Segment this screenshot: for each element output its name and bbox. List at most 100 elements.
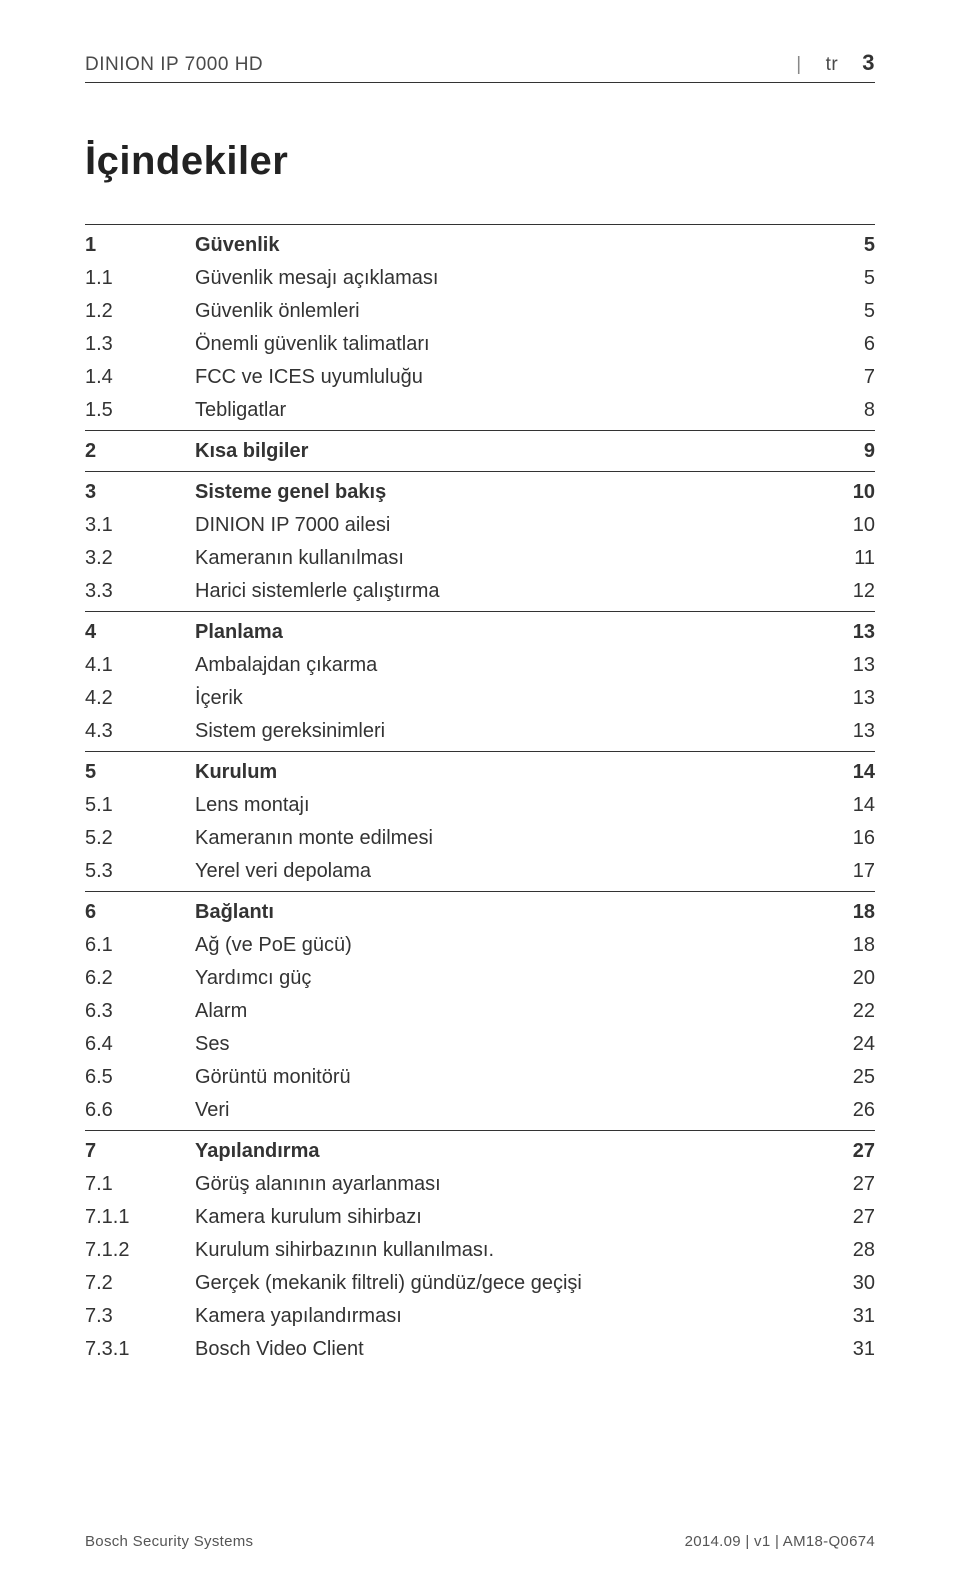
- toc-entry-page: 13: [835, 621, 875, 644]
- toc-entry-label: Kameranın kullanılması: [195, 547, 835, 570]
- toc-entry-label: Lens montajı: [195, 794, 835, 817]
- toc-entry-label: Harici sistemlerle çalıştırma: [195, 580, 835, 603]
- toc-entry-row[interactable]: 7.1.2Kurulum sihirbazının kullanılması.2…: [85, 1234, 875, 1267]
- toc-entry-number: 3: [85, 481, 195, 504]
- toc-entry-row[interactable]: 7.2Gerçek (mekanik filtreli) gündüz/gece…: [85, 1267, 875, 1300]
- toc-entry-label: Kurulum: [195, 761, 835, 784]
- toc-entry-page: 17: [835, 860, 875, 883]
- toc-entry-label: Kurulum sihirbazının kullanılması.: [195, 1239, 835, 1262]
- toc-entry-row[interactable]: 7.3Kamera yapılandırması31: [85, 1300, 875, 1333]
- toc-entry-page: 5: [835, 267, 875, 290]
- toc-entry-row[interactable]: 5.1Lens montajı14: [85, 789, 875, 822]
- toc-entry-label: Veri: [195, 1099, 835, 1122]
- toc-entry-number: 6.2: [85, 967, 195, 990]
- toc-entry-row[interactable]: 6.3Alarm22: [85, 995, 875, 1028]
- toc-entry-row[interactable]: 1.1Güvenlik mesajı açıklaması5: [85, 262, 875, 295]
- toc-entry-row[interactable]: 7.1.1Kamera kurulum sihirbazı27: [85, 1201, 875, 1234]
- toc-entry-row[interactable]: 1.5Tebligatlar8: [85, 394, 875, 427]
- toc-entry-row[interactable]: 3.3Harici sistemlerle çalıştırma12: [85, 575, 875, 608]
- toc-entry-number: 7.3.1: [85, 1338, 195, 1361]
- toc-entry-number: 7.1.2: [85, 1239, 195, 1262]
- toc-entry-page: 6: [835, 333, 875, 356]
- toc-entry-label: Yapılandırma: [195, 1140, 835, 1163]
- toc-entry-number: 6: [85, 901, 195, 924]
- toc-entry-page: 27: [835, 1206, 875, 1229]
- toc-entry-label: Ses: [195, 1033, 835, 1056]
- toc-entry-number: 6.3: [85, 1000, 195, 1023]
- toc-entry-row[interactable]: 3.2Kameranın kullanılması11: [85, 542, 875, 575]
- header-page-number: 3: [862, 50, 875, 76]
- toc-entry-number: 7.3: [85, 1305, 195, 1328]
- toc-entry-row[interactable]: 6.2Yardımcı güç20: [85, 962, 875, 995]
- toc-entry-label: Yerel veri depolama: [195, 860, 835, 883]
- toc-chapter-row[interactable]: 4Planlama13: [85, 611, 875, 649]
- toc-entry-label: Güvenlik mesajı açıklaması: [195, 267, 835, 290]
- toc-entry-label: Güvenlik: [195, 234, 835, 257]
- toc-entry-label: DINION IP 7000 ailesi: [195, 514, 835, 537]
- toc-entry-number: 2: [85, 440, 195, 463]
- toc-entry-label: Önemli güvenlik talimatları: [195, 333, 835, 356]
- toc-entry-number: 4.2: [85, 687, 195, 710]
- toc-chapter-row[interactable]: 1Güvenlik5: [85, 224, 875, 262]
- toc-entry-label: Yardımcı güç: [195, 967, 835, 990]
- toc-entry-page: 5: [835, 300, 875, 323]
- toc-entry-row[interactable]: 5.3Yerel veri depolama17: [85, 855, 875, 888]
- toc-entry-label: Ağ (ve PoE gücü): [195, 934, 835, 957]
- toc-entry-page: 27: [835, 1140, 875, 1163]
- toc-entry-row[interactable]: 4.2İçerik13: [85, 682, 875, 715]
- toc-entry-number: 7.1: [85, 1173, 195, 1196]
- toc-chapter-row[interactable]: 5Kurulum14: [85, 751, 875, 789]
- toc-entry-page: 13: [835, 687, 875, 710]
- toc-entry-page: 16: [835, 827, 875, 850]
- toc-entry-label: Kamera yapılandırması: [195, 1305, 835, 1328]
- toc-entry-label: Alarm: [195, 1000, 835, 1023]
- toc-entry-row[interactable]: 6.1Ağ (ve PoE gücü)18: [85, 929, 875, 962]
- toc-entry-page: 8: [835, 399, 875, 422]
- toc-entry-page: 11: [835, 547, 875, 570]
- toc-entry-row[interactable]: 1.3Önemli güvenlik talimatları6: [85, 328, 875, 361]
- toc-entry-number: 6.6: [85, 1099, 195, 1122]
- toc-entry-number: 1.5: [85, 399, 195, 422]
- toc-entry-number: 5: [85, 761, 195, 784]
- toc-entry-row[interactable]: 7.3.1Bosch Video Client31: [85, 1333, 875, 1366]
- toc-entry-page: 31: [835, 1338, 875, 1361]
- toc-entry-page: 26: [835, 1099, 875, 1122]
- header-rule: [85, 82, 875, 83]
- toc-entry-page: 24: [835, 1033, 875, 1056]
- toc-entry-number: 4: [85, 621, 195, 644]
- header-right-group: | tr 3: [796, 50, 875, 76]
- toc-entry-number: 7: [85, 1140, 195, 1163]
- toc-chapter-row[interactable]: 3Sisteme genel bakış10: [85, 471, 875, 509]
- toc-entry-row[interactable]: 6.4Ses24: [85, 1028, 875, 1061]
- toc-entry-number: 4.3: [85, 720, 195, 743]
- toc-chapter-row[interactable]: 2Kısa bilgiler9: [85, 430, 875, 468]
- toc-entry-row[interactable]: 4.1Ambalajdan çıkarma13: [85, 649, 875, 682]
- toc-entry-row[interactable]: 7.1Görüş alanının ayarlanması27: [85, 1168, 875, 1201]
- toc-entry-label: Ambalajdan çıkarma: [195, 654, 835, 677]
- toc-entry-number: 1.1: [85, 267, 195, 290]
- toc-entry-label: Kısa bilgiler: [195, 440, 835, 463]
- toc-entry-label: Kamera kurulum sihirbazı: [195, 1206, 835, 1229]
- toc-entry-number: 5.3: [85, 860, 195, 883]
- toc-entry-page: 7: [835, 366, 875, 389]
- header-product-name: DINION IP 7000 HD: [85, 54, 263, 76]
- toc-entry-number: 1: [85, 234, 195, 257]
- toc-entry-label: İçerik: [195, 687, 835, 710]
- toc-entry-row[interactable]: 6.5Görüntü monitörü25: [85, 1061, 875, 1094]
- toc-entry-page: 28: [835, 1239, 875, 1262]
- toc-entry-row[interactable]: 6.6Veri26: [85, 1094, 875, 1127]
- toc-entry-row[interactable]: 1.4FCC ve ICES uyumluluğu7: [85, 361, 875, 394]
- toc-chapter-row[interactable]: 7Yapılandırma27: [85, 1130, 875, 1168]
- toc-entry-row[interactable]: 5.2Kameranın monte edilmesi16: [85, 822, 875, 855]
- toc-entry-page: 20: [835, 967, 875, 990]
- page-footer: Bosch Security Systems 2014.09 | v1 | AM…: [85, 1533, 875, 1550]
- toc-entry-page: 13: [835, 720, 875, 743]
- toc-chapter-row[interactable]: 6Bağlantı18: [85, 891, 875, 929]
- toc-entry-number: 5.2: [85, 827, 195, 850]
- toc-entry-row[interactable]: 4.3Sistem gereksinimleri13: [85, 715, 875, 748]
- toc-entry-row[interactable]: 3.1DINION IP 7000 ailesi10: [85, 509, 875, 542]
- toc-entry-page: 18: [835, 934, 875, 957]
- toc-entry-page: 31: [835, 1305, 875, 1328]
- toc-entry-label: Planlama: [195, 621, 835, 644]
- toc-entry-row[interactable]: 1.2Güvenlik önlemleri5: [85, 295, 875, 328]
